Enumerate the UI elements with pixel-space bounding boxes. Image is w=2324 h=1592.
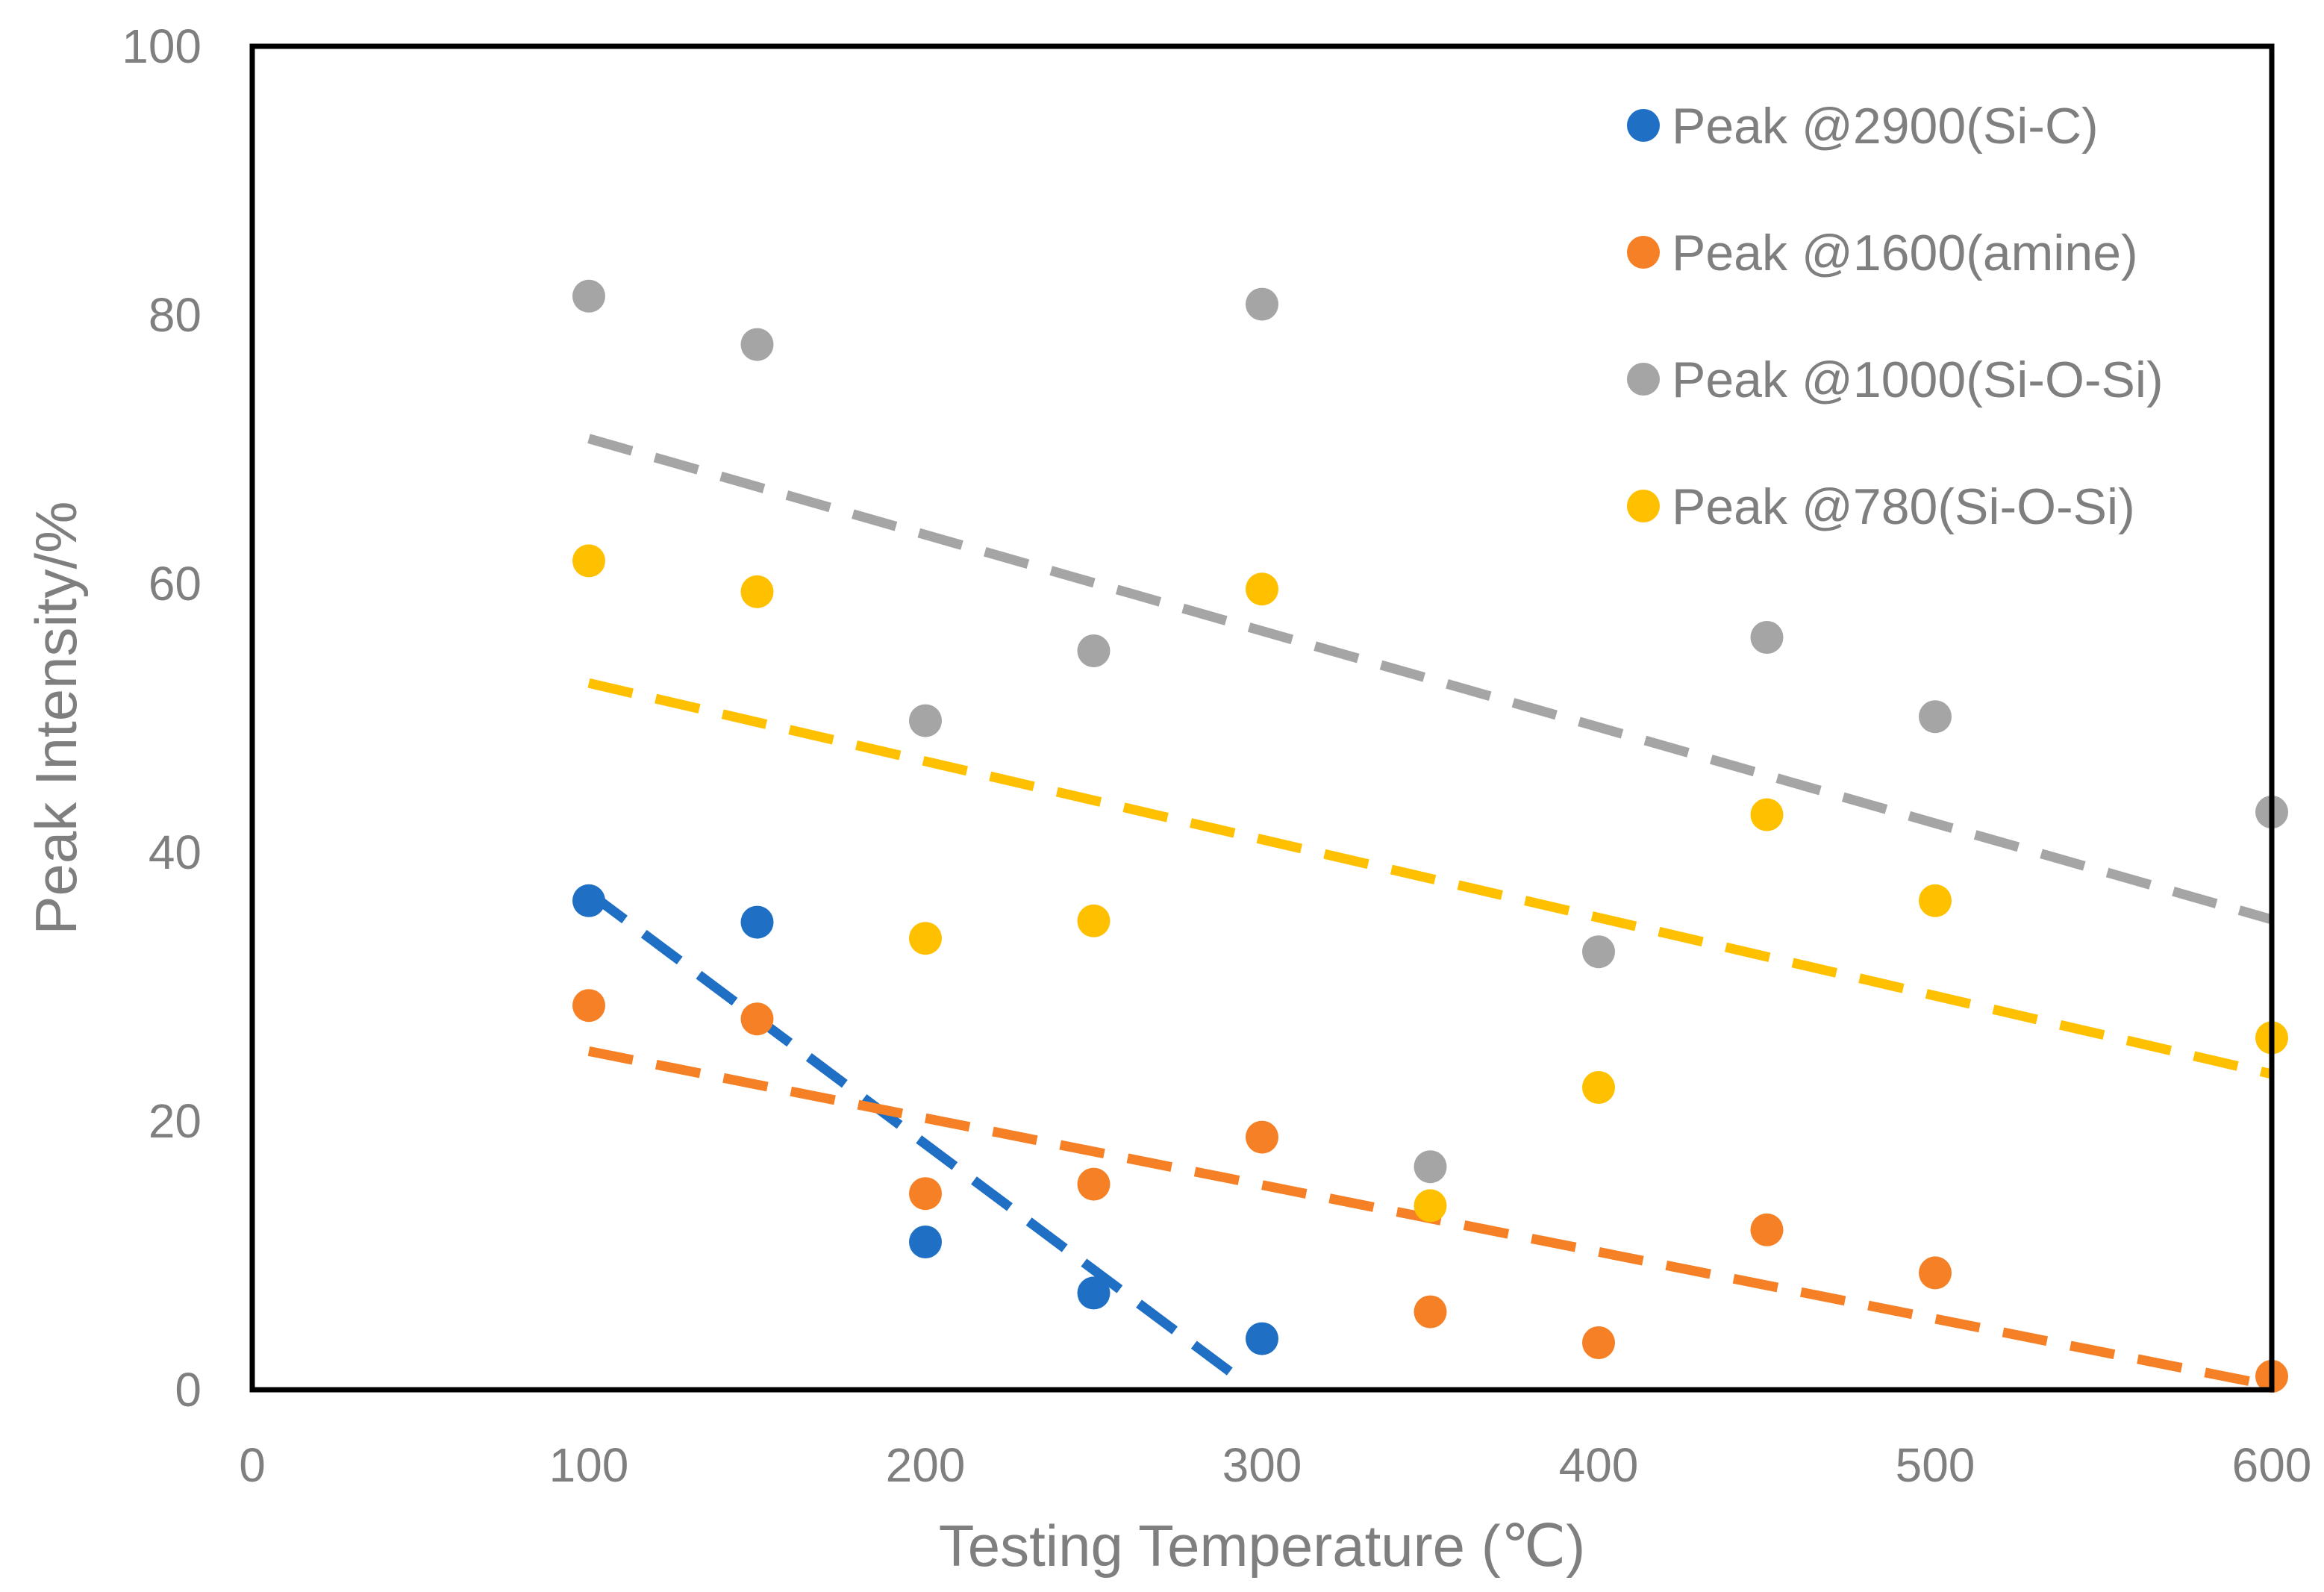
y-tick-label-100: 100 (122, 19, 202, 73)
x-tick-label-300: 300 (1222, 1438, 1302, 1492)
trendline-series-3 (587, 434, 2273, 925)
x-tick-label-400: 400 (1559, 1438, 1639, 1492)
data-point-series-4-200 (909, 922, 942, 955)
data-point-series-2-500 (1919, 1256, 1952, 1290)
y-tick-label-40: 40 (149, 825, 202, 879)
data-points (572, 279, 2288, 1393)
data-point-series-4-100 (572, 544, 605, 578)
data-point-series-3-350 (1414, 1150, 1447, 1184)
data-point-series-2-300 (1246, 1120, 1278, 1154)
data-point-series-2-450 (1750, 1213, 1784, 1246)
data-point-series-1-200 (909, 1226, 942, 1258)
data-point-series-2-200 (909, 1177, 942, 1211)
data-point-series-3-450 (1750, 621, 1784, 654)
legend-marker-series-1 (1627, 109, 1660, 142)
x-tick-label-0: 0 (239, 1438, 266, 1492)
legend-marker-series-2 (1627, 236, 1660, 269)
data-point-series-3-400 (1582, 935, 1615, 969)
data-point-series-4-350 (1414, 1189, 1447, 1223)
data-point-series-4-250 (1077, 904, 1111, 937)
legend-label-series-2: Peak @1600(amine) (1672, 225, 2138, 281)
data-point-series-2-150 (740, 1002, 774, 1036)
data-point-series-4-150 (740, 575, 774, 608)
y-tick-label-80: 80 (149, 288, 202, 342)
data-point-series-3-500 (1919, 700, 1952, 734)
data-point-series-1-150 (740, 905, 774, 939)
data-point-series-4-500 (1919, 884, 1952, 917)
x-tick-label-600: 600 (2232, 1438, 2312, 1492)
data-point-series-2-250 (1077, 1167, 1111, 1201)
data-point-series-1-100 (572, 884, 605, 917)
data-point-series-1-300 (1246, 1322, 1278, 1355)
y-tick-label-60: 60 (149, 557, 202, 611)
x-axis-ticks: 0 100 200 300 400 500 600 (239, 1438, 2311, 1492)
legend: Peak @2900(Si-C) Peak @1600(amine) Peak @1… (1627, 98, 2164, 535)
data-point-series-3-300 (1246, 287, 1278, 321)
legend-marker-series-3 (1627, 363, 1660, 396)
x-tick-label-500: 500 (1896, 1438, 1975, 1492)
legend-label-series-1: Peak @2900(Si-C) (1672, 98, 2099, 154)
data-point-series-4-300 (1246, 572, 1278, 606)
legend-marker-series-4 (1627, 490, 1660, 522)
y-tick-label-20: 20 (149, 1094, 202, 1148)
x-tick-label-200: 200 (886, 1438, 966, 1492)
trendline-series-4 (587, 678, 2273, 1079)
data-point-series-1-250 (1077, 1276, 1111, 1310)
y-axis-title: Peak Intensity/% (23, 502, 89, 935)
x-tick-label-100: 100 (549, 1438, 629, 1492)
data-point-series-2-400 (1582, 1326, 1615, 1359)
data-point-series-2-350 (1414, 1295, 1447, 1329)
data-point-series-3-100 (572, 279, 605, 313)
data-point-series-3-150 (740, 328, 774, 361)
x-axis-title: Testing Temperature (℃) (939, 1513, 1586, 1579)
data-point-series-4-450 (1750, 798, 1784, 831)
legend-label-series-3: Peak @1000(Si-O-Si) (1672, 352, 2164, 408)
data-point-series-3-200 (909, 704, 942, 737)
data-point-series-4-400 (1582, 1071, 1615, 1104)
plot-area-frame (249, 43, 2275, 1393)
data-point-series-2-100 (572, 989, 605, 1023)
legend-label-series-4: Peak @780(Si-O-Si) (1672, 478, 2135, 535)
y-axis-ticks: 0 20 40 60 80 100 (122, 19, 202, 1417)
data-point-series-3-250 (1077, 634, 1111, 667)
y-tick-label-0: 0 (175, 1363, 202, 1417)
